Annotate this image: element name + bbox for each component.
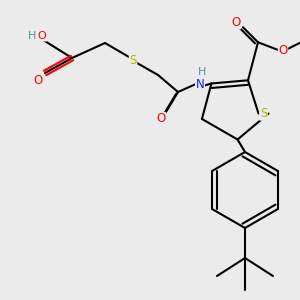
Text: S: S [129,53,137,67]
Text: H: H [198,67,206,77]
Text: O: O [231,16,241,29]
Text: O: O [278,44,288,57]
Text: S: S [260,107,267,120]
Text: O: O [33,74,43,86]
Text: O: O [38,31,46,41]
Text: H: H [28,31,36,41]
Text: N: N [196,77,204,91]
Text: O: O [156,112,166,125]
